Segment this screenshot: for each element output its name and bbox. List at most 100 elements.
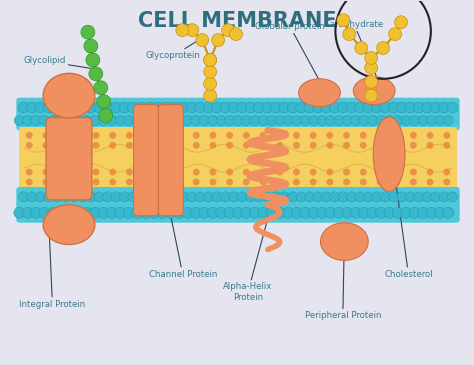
Circle shape [405, 102, 416, 113]
Circle shape [61, 192, 71, 202]
Circle shape [410, 142, 417, 149]
Circle shape [287, 102, 298, 113]
Circle shape [443, 207, 454, 218]
Circle shape [310, 142, 317, 149]
Circle shape [23, 115, 33, 126]
Circle shape [279, 192, 289, 202]
Circle shape [153, 102, 164, 113]
Circle shape [126, 132, 133, 139]
Circle shape [110, 102, 121, 113]
Circle shape [136, 192, 146, 202]
Circle shape [418, 115, 428, 126]
Circle shape [199, 115, 210, 126]
Text: Cholesterol: Cholesterol [384, 170, 433, 279]
Circle shape [59, 132, 66, 139]
Circle shape [279, 102, 290, 113]
Circle shape [401, 207, 412, 218]
Circle shape [178, 102, 189, 113]
Circle shape [401, 115, 411, 126]
Circle shape [204, 89, 217, 102]
Circle shape [410, 169, 417, 176]
Circle shape [266, 207, 277, 218]
Circle shape [384, 207, 395, 218]
Circle shape [92, 178, 100, 185]
Circle shape [94, 81, 108, 95]
Circle shape [176, 169, 183, 176]
Circle shape [204, 65, 217, 78]
Circle shape [123, 207, 134, 218]
Circle shape [443, 178, 450, 185]
Circle shape [153, 192, 163, 202]
Circle shape [182, 115, 192, 126]
Circle shape [92, 142, 100, 149]
Circle shape [186, 24, 199, 36]
Circle shape [410, 115, 419, 126]
Circle shape [326, 115, 336, 126]
Circle shape [409, 207, 420, 218]
Circle shape [346, 102, 357, 113]
Ellipse shape [373, 117, 405, 191]
Circle shape [276, 132, 283, 139]
Ellipse shape [320, 223, 368, 260]
Circle shape [212, 34, 225, 47]
Circle shape [82, 115, 91, 126]
Circle shape [143, 178, 150, 185]
Circle shape [296, 192, 306, 202]
Circle shape [292, 207, 302, 218]
Circle shape [229, 192, 239, 202]
Circle shape [254, 192, 264, 202]
Circle shape [237, 102, 248, 113]
Circle shape [293, 132, 300, 139]
Circle shape [148, 207, 159, 218]
Circle shape [365, 61, 378, 74]
Circle shape [90, 207, 100, 218]
Circle shape [102, 102, 113, 113]
Circle shape [143, 132, 150, 139]
Circle shape [84, 39, 98, 53]
Circle shape [241, 207, 252, 218]
Circle shape [327, 142, 333, 149]
Circle shape [359, 115, 369, 126]
Circle shape [157, 207, 168, 218]
Circle shape [329, 102, 340, 113]
Circle shape [77, 192, 87, 202]
Circle shape [173, 207, 184, 218]
Circle shape [159, 132, 166, 139]
Circle shape [330, 192, 340, 202]
Circle shape [317, 115, 327, 126]
Circle shape [204, 77, 217, 90]
Circle shape [276, 142, 283, 149]
Circle shape [327, 169, 333, 176]
Circle shape [430, 102, 441, 113]
Circle shape [427, 142, 434, 149]
Circle shape [224, 207, 235, 218]
Circle shape [414, 192, 424, 202]
Circle shape [65, 115, 75, 126]
Circle shape [22, 207, 33, 218]
Circle shape [48, 115, 58, 126]
Circle shape [243, 178, 250, 185]
Circle shape [35, 102, 46, 113]
FancyBboxPatch shape [46, 118, 92, 200]
Circle shape [296, 102, 307, 113]
Circle shape [182, 207, 193, 218]
Circle shape [338, 192, 348, 202]
Circle shape [283, 115, 293, 126]
Circle shape [260, 132, 266, 139]
Circle shape [210, 178, 217, 185]
Circle shape [69, 192, 79, 202]
Text: Alpha-Helix
Protein: Alpha-Helix Protein [223, 200, 273, 302]
Circle shape [106, 207, 117, 218]
Circle shape [207, 207, 218, 218]
Circle shape [140, 207, 151, 218]
Circle shape [422, 102, 433, 113]
Circle shape [14, 115, 24, 126]
Circle shape [375, 207, 386, 218]
Circle shape [380, 192, 390, 202]
Circle shape [43, 169, 49, 176]
Circle shape [176, 132, 183, 139]
Circle shape [443, 142, 450, 149]
Circle shape [143, 169, 150, 176]
Circle shape [126, 178, 133, 185]
Circle shape [309, 115, 319, 126]
